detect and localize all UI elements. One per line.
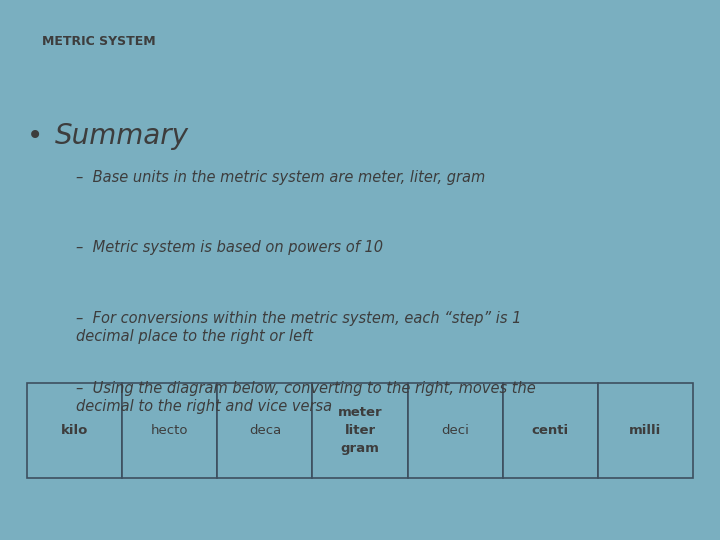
Text: –  For conversions within the metric system, each “step” is 1
decimal place to t: – For conversions within the metric syst… bbox=[76, 310, 521, 344]
Bar bbox=[217, 383, 312, 478]
Text: milli: milli bbox=[629, 424, 661, 437]
Text: deca: deca bbox=[249, 424, 281, 437]
Text: kilo: kilo bbox=[61, 424, 89, 437]
Text: Summary: Summary bbox=[55, 122, 189, 150]
Bar bbox=[122, 383, 217, 478]
Text: –  Base units in the metric system are meter, liter, gram: – Base units in the metric system are me… bbox=[76, 170, 485, 185]
Text: meter
liter
gram: meter liter gram bbox=[338, 406, 382, 455]
Text: •: • bbox=[27, 122, 44, 150]
Bar bbox=[312, 383, 408, 478]
Text: hecto: hecto bbox=[151, 424, 189, 437]
Bar bbox=[503, 383, 598, 478]
Text: centi: centi bbox=[531, 424, 569, 437]
Bar bbox=[598, 383, 693, 478]
Text: METRIC SYSTEM: METRIC SYSTEM bbox=[42, 35, 156, 48]
Text: –  Using the diagram below, converting to the right, moves the
decimal to the ri: – Using the diagram below, converting to… bbox=[76, 381, 536, 414]
Text: deci: deci bbox=[441, 424, 469, 437]
Bar bbox=[27, 383, 122, 478]
Text: –  Metric system is based on powers of 10: – Metric system is based on powers of 10 bbox=[76, 240, 382, 255]
Bar bbox=[408, 383, 503, 478]
